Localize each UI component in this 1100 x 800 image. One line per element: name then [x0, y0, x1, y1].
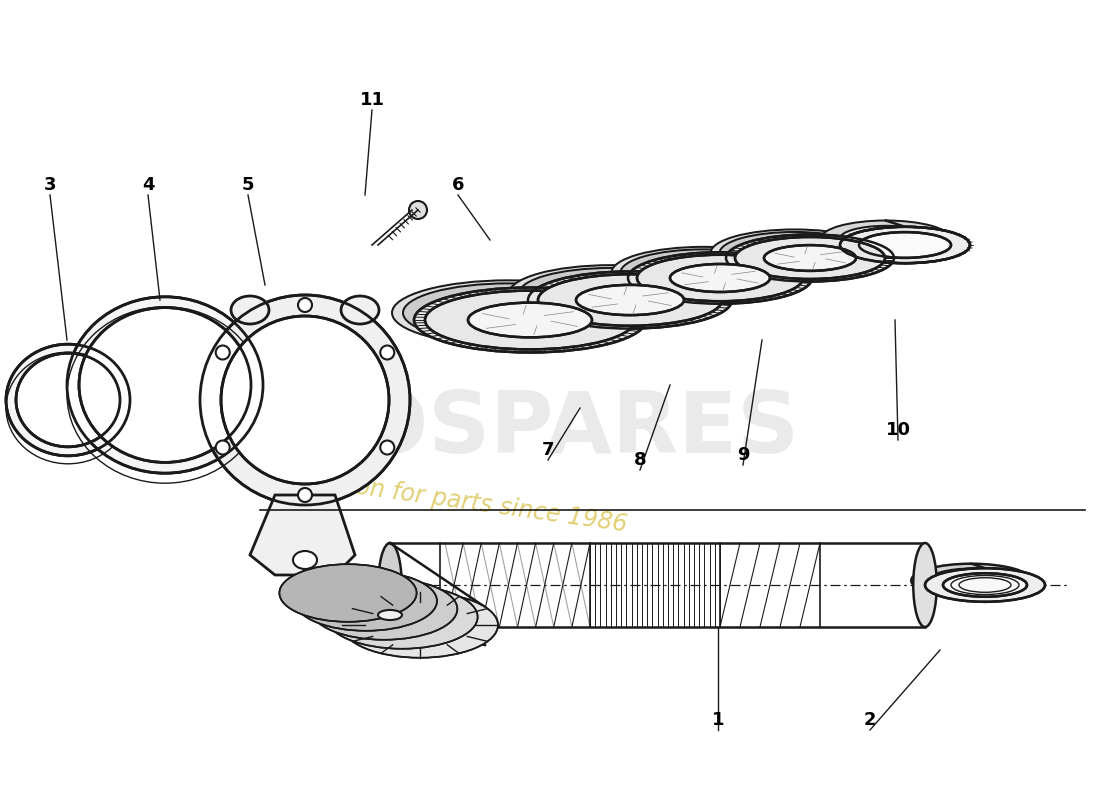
- Ellipse shape: [653, 258, 754, 286]
- Ellipse shape: [952, 575, 1019, 594]
- Ellipse shape: [670, 264, 770, 292]
- Ellipse shape: [711, 230, 879, 277]
- Ellipse shape: [216, 346, 230, 359]
- Text: EUROSPARES: EUROSPARES: [161, 389, 800, 471]
- Ellipse shape: [557, 278, 664, 309]
- Ellipse shape: [821, 221, 950, 257]
- Text: 9: 9: [737, 446, 749, 464]
- Ellipse shape: [295, 571, 437, 631]
- Ellipse shape: [446, 295, 570, 330]
- Ellipse shape: [16, 354, 120, 446]
- Text: 5: 5: [242, 176, 254, 194]
- Ellipse shape: [6, 344, 130, 456]
- Ellipse shape: [839, 226, 932, 251]
- Ellipse shape: [925, 568, 1045, 602]
- Ellipse shape: [519, 268, 703, 319]
- Text: 8: 8: [634, 451, 647, 469]
- Ellipse shape: [425, 290, 635, 350]
- Ellipse shape: [719, 232, 870, 274]
- Ellipse shape: [392, 280, 624, 346]
- Ellipse shape: [840, 227, 970, 263]
- Ellipse shape: [576, 285, 684, 315]
- Ellipse shape: [231, 296, 270, 324]
- Ellipse shape: [378, 543, 402, 627]
- Ellipse shape: [381, 441, 394, 454]
- Ellipse shape: [628, 252, 812, 304]
- Polygon shape: [250, 495, 355, 575]
- Ellipse shape: [612, 247, 795, 298]
- Text: a passion for parts since 1986: a passion for parts since 1986: [272, 463, 628, 537]
- Text: 4: 4: [142, 176, 154, 194]
- Ellipse shape: [764, 245, 856, 271]
- Ellipse shape: [959, 578, 1011, 592]
- Ellipse shape: [414, 287, 646, 353]
- Text: 3: 3: [44, 176, 56, 194]
- Ellipse shape: [508, 265, 713, 322]
- Ellipse shape: [637, 254, 803, 302]
- Ellipse shape: [930, 569, 1013, 592]
- Ellipse shape: [911, 564, 1032, 598]
- Ellipse shape: [381, 346, 394, 359]
- Ellipse shape: [298, 488, 312, 502]
- Text: 1: 1: [712, 711, 724, 729]
- Text: 2: 2: [864, 711, 877, 729]
- Ellipse shape: [403, 283, 613, 342]
- Ellipse shape: [310, 578, 458, 640]
- Ellipse shape: [859, 232, 952, 258]
- Ellipse shape: [293, 551, 317, 569]
- Text: 7: 7: [541, 441, 554, 459]
- Ellipse shape: [341, 296, 380, 324]
- Ellipse shape: [67, 297, 263, 473]
- Ellipse shape: [221, 316, 389, 484]
- Ellipse shape: [327, 586, 477, 649]
- Ellipse shape: [216, 441, 230, 454]
- Ellipse shape: [298, 298, 312, 312]
- Ellipse shape: [279, 564, 417, 622]
- Ellipse shape: [468, 302, 592, 338]
- Ellipse shape: [943, 574, 1027, 597]
- Text: 11: 11: [360, 91, 385, 109]
- Ellipse shape: [913, 543, 937, 627]
- Ellipse shape: [735, 237, 886, 279]
- Ellipse shape: [200, 295, 410, 505]
- Ellipse shape: [538, 274, 722, 326]
- Ellipse shape: [409, 201, 427, 219]
- Ellipse shape: [528, 271, 732, 329]
- Ellipse shape: [749, 240, 840, 266]
- Ellipse shape: [79, 308, 251, 462]
- Ellipse shape: [726, 234, 894, 282]
- Ellipse shape: [378, 610, 402, 620]
- Ellipse shape: [342, 592, 498, 658]
- Text: 6: 6: [452, 176, 464, 194]
- Ellipse shape: [620, 250, 786, 296]
- Text: 10: 10: [886, 421, 911, 439]
